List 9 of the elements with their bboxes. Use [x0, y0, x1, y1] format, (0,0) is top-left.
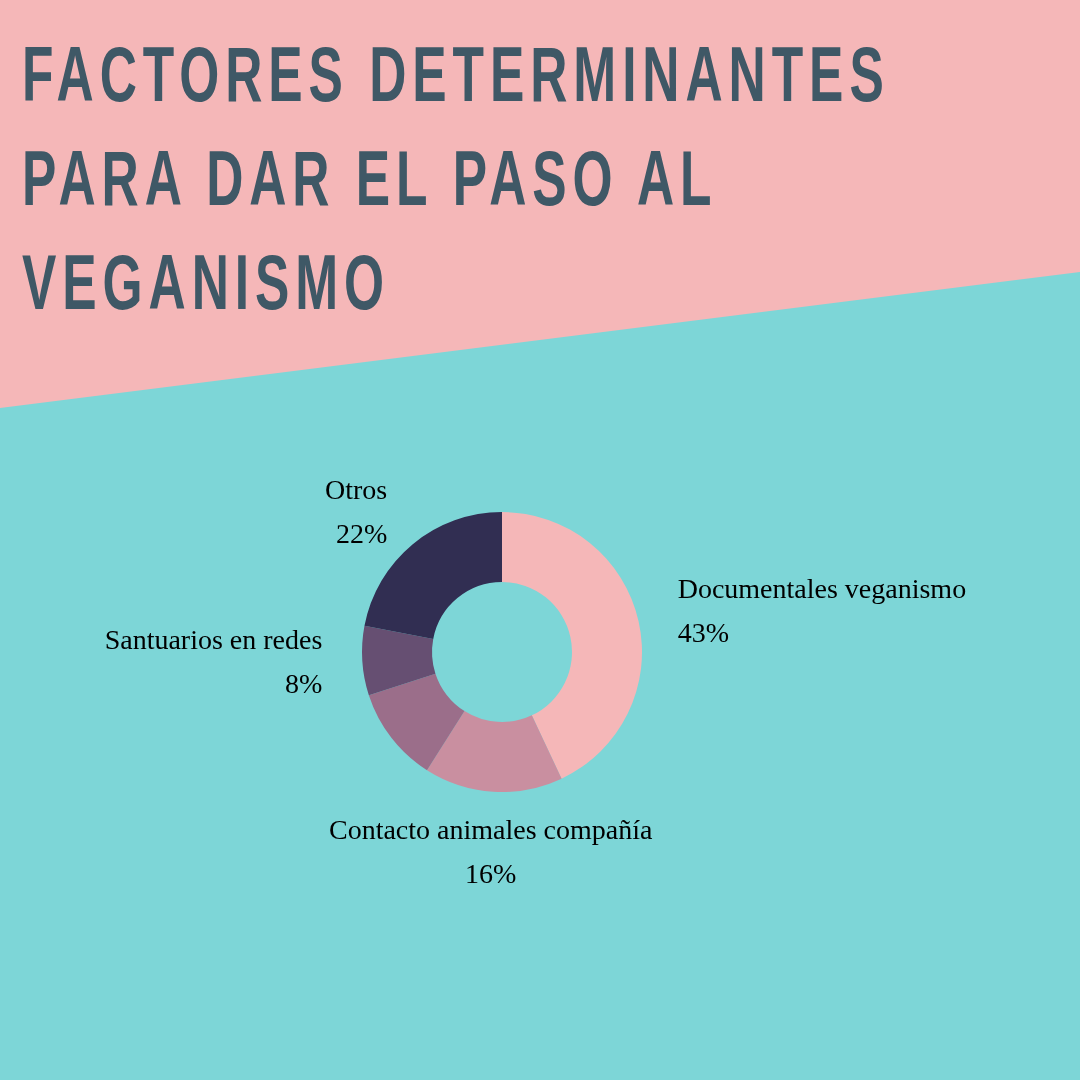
data-label: 8%	[285, 667, 323, 699]
data-label: 43%	[677, 617, 729, 649]
data-label: 22%	[335, 517, 388, 549]
slice-label: Documentales veganismo	[677, 573, 967, 605]
slice-label: Contacto animales compañía	[328, 813, 653, 845]
chart-title: FACTORES DETERMINANTES PARA DAR EL PASO AL VEGANISMO	[22, 29, 891, 328]
data-label: 16%	[465, 857, 517, 889]
slice-label: Santuarios en redes	[104, 623, 323, 655]
slice-label: Otros	[325, 473, 388, 505]
